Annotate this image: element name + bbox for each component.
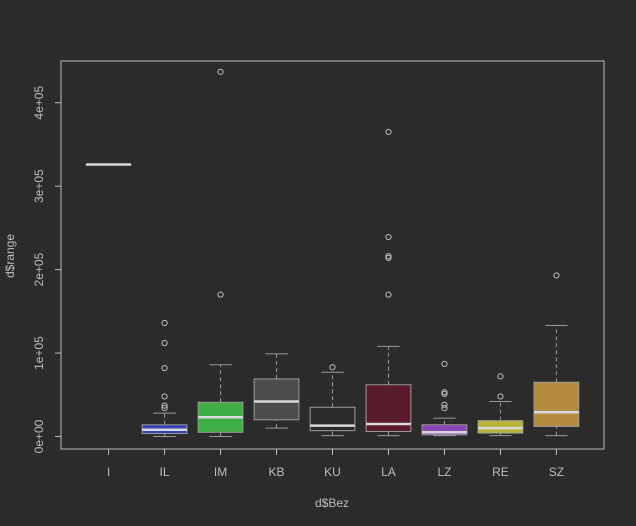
- outlier-point: [161, 364, 168, 372]
- box-group: [421, 360, 468, 437]
- y-tick-label: 4e+05: [32, 86, 46, 120]
- x-tick-label: I: [107, 465, 110, 479]
- box-group: [309, 364, 356, 437]
- y-tick-label: 1e+05: [32, 336, 46, 370]
- outlier-point: [497, 393, 504, 400]
- x-tick-label: IM: [214, 465, 227, 479]
- outlier-point: [441, 405, 448, 412]
- iqr-box: [533, 381, 580, 427]
- x-tick-label: KB: [269, 465, 285, 479]
- x-tick-label: LA: [381, 465, 396, 479]
- iqr-box: [421, 424, 468, 436]
- box-group: [533, 272, 580, 437]
- outlier-point: [161, 405, 168, 412]
- y-tick-label: 3e+05: [32, 169, 46, 203]
- box-group: [141, 319, 188, 437]
- iqr-box: [253, 378, 300, 421]
- boxes: [85, 68, 580, 437]
- outlier-point: [217, 291, 224, 298]
- y-axis: 0e+00 1e+05 2e+05 3e+05 4e+05: [32, 86, 62, 453]
- x-tick-label: SZ: [549, 465, 564, 479]
- outlier-point: [385, 253, 392, 260]
- x-tick-label: KU: [324, 465, 341, 479]
- y-axis-label: d$range: [3, 234, 17, 278]
- outlier-point: [329, 364, 336, 371]
- outlier-point: [385, 233, 392, 241]
- box-group: [197, 68, 244, 437]
- outlier-point: [161, 339, 168, 347]
- outlier-point: [441, 401, 448, 408]
- box-group: [253, 353, 300, 429]
- box-group: [365, 128, 412, 437]
- outlier-point: [161, 402, 168, 409]
- outlier-point: [161, 319, 168, 327]
- iqr-box: [477, 420, 524, 434]
- iqr-box: [309, 406, 356, 432]
- x-axis-label: d$Bez: [315, 496, 349, 510]
- outlier-point: [217, 68, 224, 75]
- x-tick-label: RE: [492, 465, 509, 479]
- outlier-point: [441, 389, 448, 396]
- y-tick-label: 2e+05: [32, 252, 46, 286]
- x-tick-label: LZ: [437, 465, 451, 479]
- outlier-point: [161, 393, 168, 400]
- outlier-point: [385, 128, 392, 136]
- x-tick-label: IL: [160, 465, 170, 479]
- outlier-point: [385, 291, 392, 298]
- x-axis: I IL IM KB KU LA LZ RE SZ: [107, 449, 564, 479]
- box-group: [85, 163, 132, 166]
- outlier-point: [441, 360, 448, 367]
- outlier-point: [497, 373, 504, 380]
- y-tick-label: 0e+00: [32, 419, 46, 453]
- box-group: [477, 373, 524, 437]
- outlier-point: [553, 272, 560, 279]
